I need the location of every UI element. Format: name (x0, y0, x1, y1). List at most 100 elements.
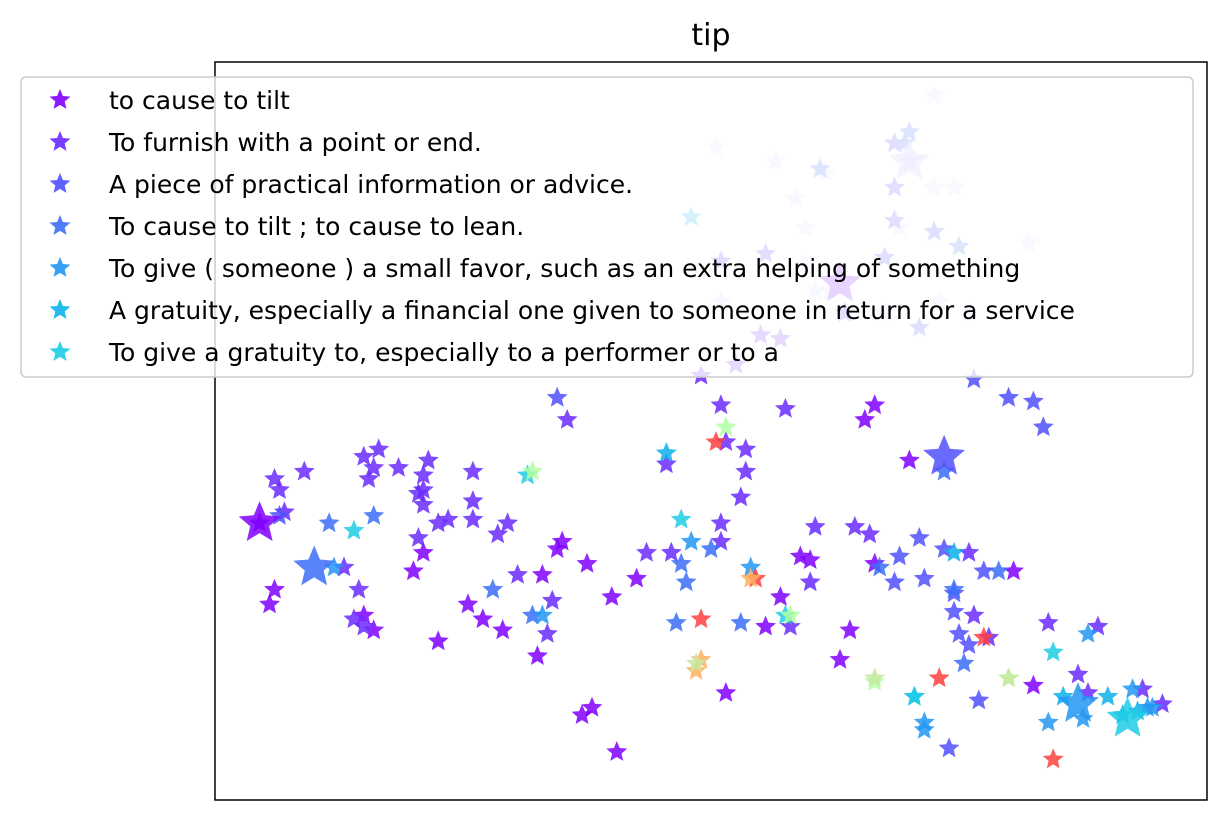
data-point (363, 504, 385, 525)
data-point (998, 667, 1020, 688)
data-point (730, 611, 752, 632)
data-point (348, 578, 370, 599)
chart-title: tip (691, 18, 730, 53)
data-point (700, 538, 722, 558)
data-point (472, 608, 494, 629)
data-point (735, 438, 757, 459)
data-point (536, 623, 558, 643)
legend-marker (49, 257, 71, 277)
data-point (417, 449, 439, 470)
legend-marker (49, 341, 71, 361)
data-point (363, 456, 385, 477)
data-point (715, 416, 737, 437)
data-point (705, 431, 727, 451)
data-point (318, 512, 340, 533)
data-point (665, 611, 687, 632)
data-point (715, 682, 737, 702)
data-point (353, 615, 375, 636)
data-point (973, 626, 995, 647)
data-point (571, 704, 593, 724)
legend-marker (49, 131, 71, 151)
data-point (1037, 711, 1059, 732)
legend-label: A piece of practical information or advi… (109, 170, 633, 199)
data-point (770, 586, 791, 606)
data-point (487, 523, 509, 544)
legend-marker (49, 215, 71, 235)
data-point (913, 567, 935, 588)
data-point (576, 552, 598, 573)
data-point (755, 615, 776, 636)
data-point (1042, 641, 1064, 662)
data-point (507, 563, 528, 584)
data-point (264, 578, 285, 599)
data-point (854, 408, 876, 429)
data-point (462, 508, 484, 529)
data-point (546, 386, 568, 407)
data-point (556, 408, 578, 429)
data-point (685, 659, 707, 680)
data-point (963, 368, 985, 389)
data-point (903, 685, 925, 706)
legend-label: to cause to tilt (109, 86, 290, 115)
data-point (884, 571, 905, 592)
data-point (779, 615, 801, 636)
data-point (522, 460, 543, 481)
legend-label: To furnish with a point or end. (108, 128, 482, 157)
data-point (779, 604, 801, 625)
data-point (943, 600, 965, 621)
data-point (889, 545, 910, 566)
data-point (869, 556, 891, 577)
plot-frame (214, 61, 1208, 801)
highlighted-point (238, 501, 281, 541)
data-point (1022, 390, 1044, 411)
data-point (1067, 663, 1089, 684)
data-point (943, 541, 965, 562)
data-point (1042, 748, 1064, 769)
data-point (259, 593, 280, 614)
data-point (968, 689, 990, 710)
data-point (492, 619, 514, 640)
legend-label: To cause to tilt ; to cause to lean. (108, 212, 524, 241)
data-point (844, 515, 866, 536)
data-point (680, 530, 702, 551)
data-point (938, 737, 960, 758)
data-point (973, 560, 995, 581)
data-point (839, 619, 861, 640)
data-point (829, 648, 851, 669)
data-point (269, 479, 290, 499)
data-point (412, 479, 434, 499)
data-point (412, 464, 434, 485)
data-point (293, 460, 315, 481)
highlighted-point (1106, 696, 1149, 737)
data-point (531, 563, 553, 584)
data-point (1097, 685, 1119, 706)
legend-marker (49, 299, 71, 319)
data-point (898, 449, 920, 470)
legend-label: To give ( someone ) a small favor, such … (108, 254, 1020, 283)
data-point (626, 567, 648, 588)
data-point (710, 394, 732, 415)
data-point (1077, 623, 1099, 643)
data-point (685, 652, 707, 673)
data-point (948, 623, 970, 643)
data-point (601, 586, 623, 606)
data-point (1122, 678, 1144, 699)
data-point (710, 512, 732, 533)
data-point (963, 604, 985, 625)
legend-marker (49, 173, 71, 193)
data-point (958, 634, 980, 654)
data-point (730, 486, 752, 507)
data-point (958, 541, 980, 562)
data-point (908, 527, 930, 547)
data-point (1037, 611, 1059, 632)
data-point (526, 645, 548, 665)
data-point (1032, 416, 1054, 437)
data-point (412, 541, 434, 562)
data-point (735, 460, 757, 481)
data-point (388, 456, 409, 477)
data-point (402, 560, 424, 581)
legend: to cause to tilt To furnish with a point … (20, 76, 1194, 378)
data-point (660, 541, 682, 562)
data-point (353, 445, 375, 466)
